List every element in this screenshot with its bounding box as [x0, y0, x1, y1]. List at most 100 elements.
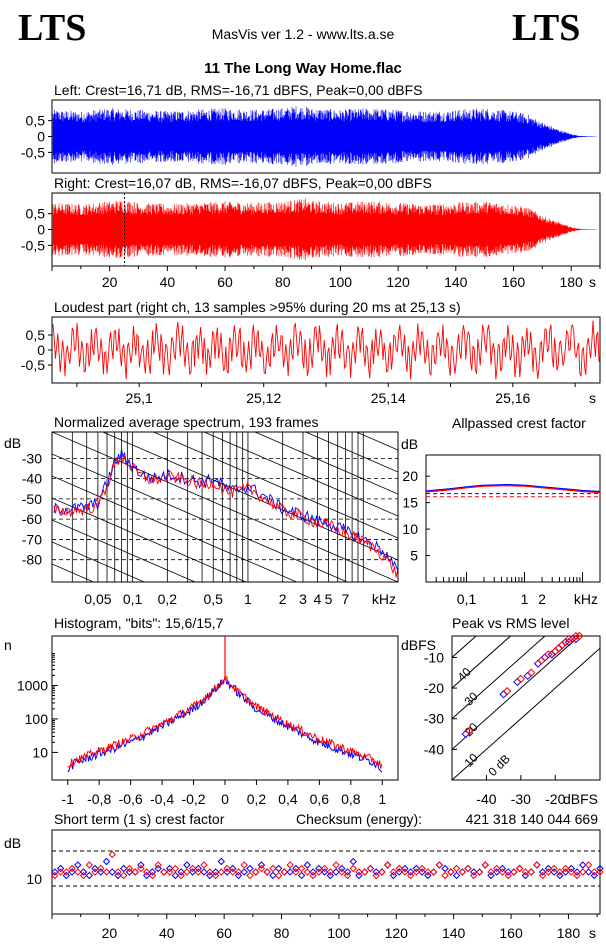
left-ytick-label: 0,5: [26, 113, 46, 129]
crest-point-left: [332, 868, 340, 876]
spectrum-xtick-label: 4: [313, 591, 321, 607]
spectrum-slope-line: [52, 519, 197, 582]
crest-point-right: [309, 871, 317, 880]
crest-point-right: [452, 864, 461, 873]
peak-rms-point-right: [526, 668, 536, 677]
right-ytick-label: -0,5: [21, 237, 45, 253]
spectrum-ylabel: dB: [4, 435, 21, 451]
crest-point-right: [550, 864, 558, 873]
crest-point-right: [297, 864, 306, 873]
crest-point-right: [165, 868, 174, 876]
histogram-xtick-label: -0,2: [181, 791, 205, 807]
crest-point-left: [97, 868, 105, 876]
spectrum-ytick-label: -60: [22, 511, 42, 527]
histogram-xtick-label: 0,4: [278, 791, 298, 807]
crest-plot-frame: [51, 829, 601, 915]
crest-point-left: [424, 871, 432, 880]
lts-logo-left: LTS: [18, 7, 87, 49]
crest-point-right: [493, 864, 501, 873]
crest-point-left: [590, 871, 598, 880]
crest-point-right: [361, 868, 369, 876]
crest-point-left: [487, 871, 495, 880]
crest-point-left: [217, 857, 225, 866]
allpassed-ytick-label: 15: [402, 495, 418, 511]
crest-point-left: [349, 857, 357, 866]
spectrum-slope-line: [52, 475, 298, 582]
crest-point-right: [85, 861, 94, 869]
crest-point-left: [533, 861, 541, 869]
crest-point-left: [550, 868, 558, 876]
crest-point-right: [579, 868, 587, 876]
crest-point-right: [349, 864, 357, 873]
peak-rms-diag-label: 0 dB: [486, 752, 513, 779]
crest-point-right: [590, 868, 598, 876]
spectrum-slope-line: [253, 432, 398, 495]
crest-point-left: [251, 868, 260, 876]
crest-point-right: [435, 861, 444, 869]
spectrum-slope-line: [203, 432, 398, 517]
crest-point-left: [188, 868, 197, 876]
crest-point-left: [148, 868, 157, 876]
peak-rms-diagonal: [452, 636, 512, 689]
crest-point-right: [200, 861, 208, 869]
crest-point-right: [538, 871, 547, 880]
right-xtick-label: 180: [559, 274, 583, 290]
crest-point-left: [412, 864, 421, 873]
peak-rms-plot-frame: [451, 635, 601, 781]
crest-point-right: [498, 868, 507, 876]
crest-point-left: [498, 864, 507, 873]
crest-point-left: [441, 864, 449, 873]
crest-point-right: [160, 868, 168, 876]
right-title: Right: Crest=16,07 dB, RMS=-16,07 dBFS, …: [54, 175, 432, 191]
right-xtick-label: 140: [444, 274, 468, 290]
crest-point-right: [234, 868, 243, 876]
crest-point-right: [74, 868, 82, 876]
crest-point-right: [194, 868, 203, 876]
crest-point-left: [269, 871, 277, 880]
spectrum-xtick-label: 0,05: [84, 591, 111, 607]
peak-rms-ytick-label: -30: [424, 711, 444, 727]
crest-point-right: [401, 868, 409, 876]
crest-xtick-label: 20: [102, 925, 118, 941]
crest-point-left: [68, 868, 76, 876]
crest-point-right: [114, 868, 122, 876]
crest-point-left: [464, 864, 472, 873]
histogram-ytick-label: 10: [32, 744, 48, 760]
crest-point-left: [320, 868, 329, 876]
crest-point-right: [458, 868, 466, 876]
crest-point-right: [338, 868, 346, 876]
right-x-unit: s: [589, 274, 596, 290]
crest-xtick-label: 80: [274, 925, 290, 941]
peak-rms-point-right: [544, 650, 553, 659]
crest-x-unit: s: [589, 925, 596, 941]
crest-point-left: [240, 868, 248, 876]
right-xtick-label: 40: [160, 274, 176, 290]
crest-point-right: [280, 868, 289, 876]
crest-point-left: [315, 864, 323, 873]
crest-point-right: [68, 864, 76, 873]
crest-point-right: [142, 868, 151, 876]
crest-point-right: [481, 861, 489, 869]
crest-point-left: [326, 871, 335, 880]
peak-rms-diag-label: 40: [455, 665, 475, 685]
peak-rms-point-right: [537, 656, 546, 665]
crest-point-left: [74, 861, 82, 869]
crest-point-right: [366, 864, 375, 873]
crest-point-right: [447, 868, 455, 876]
crest-point-left: [458, 868, 466, 876]
peak-rms-diagonal: [452, 636, 581, 751]
crest-point-left: [355, 871, 363, 880]
crest-point-right: [91, 868, 99, 876]
crest-point-left: [493, 868, 501, 876]
crest-point-left: [125, 868, 134, 876]
peak-rms-diagonal: [452, 636, 546, 720]
crest-point-left: [165, 864, 174, 873]
lts-logo-right: LTS: [512, 7, 581, 49]
crest-point-left: [584, 868, 593, 876]
file-title: 11 The Long Way Home.flac: [204, 60, 402, 77]
crest-ytick-label: 10: [26, 871, 42, 887]
crest-point-left: [229, 864, 237, 873]
crest-point-left: [56, 864, 65, 873]
crest-point-right: [441, 871, 449, 880]
crest-point-right: [533, 861, 541, 869]
